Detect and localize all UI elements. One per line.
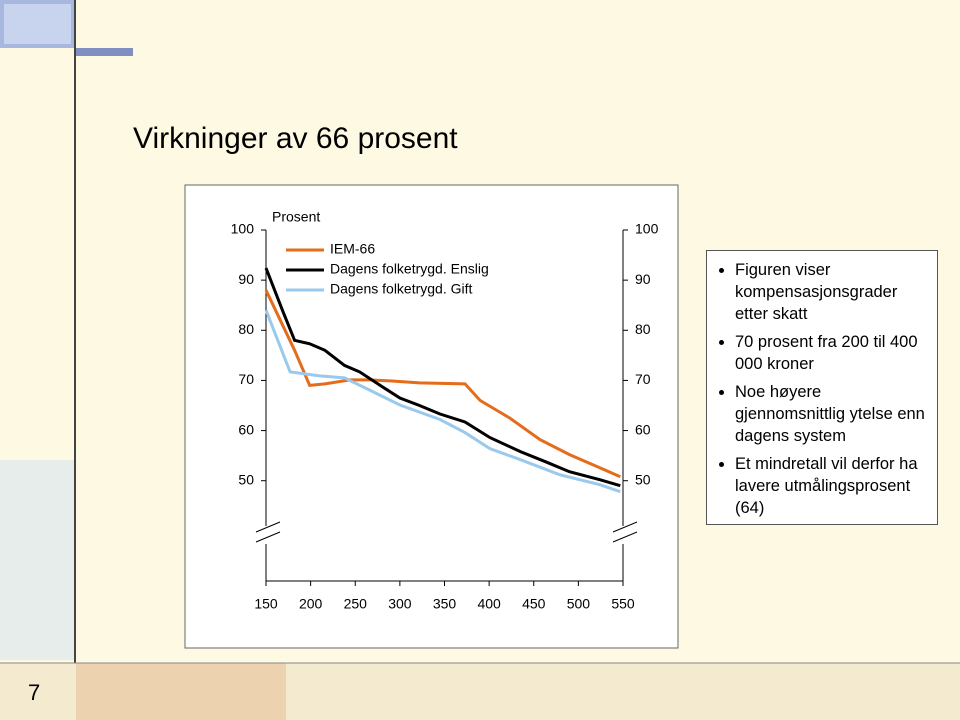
x-tick-label: 500 (567, 596, 591, 612)
bullet-box: Figuren viser kompensasjonsgrader etter … (706, 250, 938, 525)
y2-tick-label: 70 (635, 371, 651, 387)
y-tick-label: 90 (238, 271, 254, 287)
axis-break (255, 531, 281, 543)
x-tick-label: 150 (254, 596, 278, 612)
x-tick-label: 350 (433, 596, 457, 612)
x-tick-label: 400 (477, 596, 501, 612)
y2-tick-label: 90 (635, 271, 651, 287)
y2-tick-label: 50 (635, 471, 651, 487)
y-tick-label: 60 (238, 421, 254, 437)
legend-label: Dagens folketrygd. Gift (330, 281, 473, 297)
page-number: 7 (28, 680, 41, 705)
y2-tick-label: 60 (635, 421, 651, 437)
legend-label: Dagens folketrygd. Enslig (330, 261, 489, 277)
bullet-list: Figuren viser kompensasjonsgrader etter … (717, 259, 931, 519)
series-line (264, 267, 621, 488)
x-tick-label: 250 (344, 596, 368, 612)
y-tick-label: 100 (231, 221, 255, 237)
axis-break (612, 531, 638, 543)
bullet: Noe høyere gjennomsnittlig ytelse enn da… (735, 381, 931, 447)
x-tick-label: 450 (522, 596, 546, 612)
x-tick-label: 300 (388, 596, 412, 612)
bullet: Figuren viser kompensasjonsgrader etter … (735, 259, 931, 325)
series-line (264, 309, 621, 494)
y-axis-label: Prosent (272, 209, 320, 225)
y2-tick-label: 100 (635, 221, 659, 237)
x-tick-label: 550 (611, 596, 635, 612)
y2-tick-label: 80 (635, 321, 651, 337)
y-tick-label: 50 (238, 471, 254, 487)
y-tick-label: 80 (238, 321, 254, 337)
series-line (264, 289, 621, 479)
axis-break (255, 521, 281, 533)
y-tick-label: 70 (238, 371, 254, 387)
bullet: 70 prosent fra 200 til 400 000 kroner (735, 331, 931, 375)
x-tick-label: 200 (299, 596, 323, 612)
bullet: Et mindretall vil derfor ha lavere utmål… (735, 453, 931, 519)
slide-title: Virkninger av 66 prosent (133, 122, 458, 155)
axis-break (612, 521, 638, 533)
legend-label: IEM-66 (330, 241, 375, 257)
